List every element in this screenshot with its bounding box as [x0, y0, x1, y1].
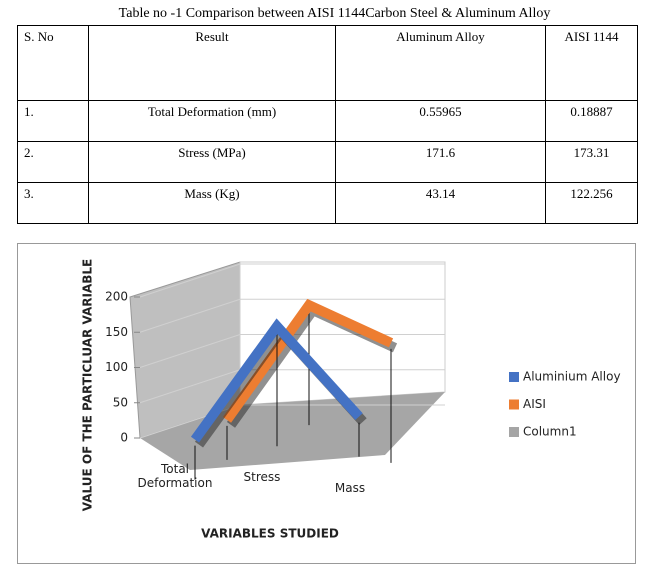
- cell: 0.18887: [545, 100, 638, 142]
- y-axis-label: VALUE OF THE PARTICLUAR VARIABLE: [81, 259, 95, 511]
- table-caption: Table no -1 Comparison between AISI 1144…: [118, 6, 551, 21]
- legend-label: Aluminium Alloy: [523, 370, 621, 384]
- row: 2. Stress (MPa) 171.6 173.31: [17, 141, 638, 183]
- legend-swatch: [509, 399, 519, 410]
- header-cell: Result: [88, 25, 336, 101]
- line-series: [222, 298, 394, 423]
- row: 3. Mass (Kg) 43.14 122.256: [17, 182, 638, 224]
- cell: 0.55965: [335, 100, 546, 142]
- row: 1. Total Deformation (mm) 0.55965 0.1888…: [17, 100, 638, 142]
- cell: 43.14: [335, 182, 546, 224]
- y-tick-label: 150: [105, 325, 128, 339]
- cell: 3.: [17, 182, 89, 224]
- x-axis-label: VARIABLES STUDIED: [201, 527, 339, 541]
- x-tick-label: Stress: [243, 470, 281, 484]
- grid-line: [139, 263, 445, 298]
- cell: Total Deformation (mm): [88, 100, 336, 142]
- legend-swatch: [509, 372, 519, 382]
- cell: Mass (Kg): [88, 182, 336, 224]
- chart-frame: [17, 243, 636, 564]
- comparison-table: S. No Result Aluminum Alloy AISI 1144 1.…: [17, 25, 638, 224]
- legend-label: AISI: [523, 397, 546, 411]
- cell: 122.256: [545, 182, 638, 224]
- legend-label: Column1: [523, 425, 577, 439]
- y-tick-label: 200: [105, 290, 128, 304]
- header-cell: Aluminum Alloy: [335, 25, 546, 101]
- grid-line: [139, 298, 445, 333]
- x-tick-label: Total Deformation: [137, 462, 213, 490]
- line-series: [190, 318, 363, 443]
- header-row: S. No Result Aluminum Alloy AISI 1144: [17, 25, 638, 101]
- header-cell: AISI 1144: [545, 25, 638, 101]
- header-cell: S. No: [17, 25, 89, 101]
- floor: [140, 392, 445, 470]
- cell: 2.: [17, 141, 89, 183]
- y-tick-label: 50: [113, 395, 128, 409]
- legend-swatch: [509, 427, 519, 437]
- cell: 173.31: [545, 141, 638, 183]
- y-tick-label: 100: [105, 360, 128, 374]
- y-tick-label: 0: [120, 431, 128, 445]
- x-tick-label: Mass: [334, 481, 366, 495]
